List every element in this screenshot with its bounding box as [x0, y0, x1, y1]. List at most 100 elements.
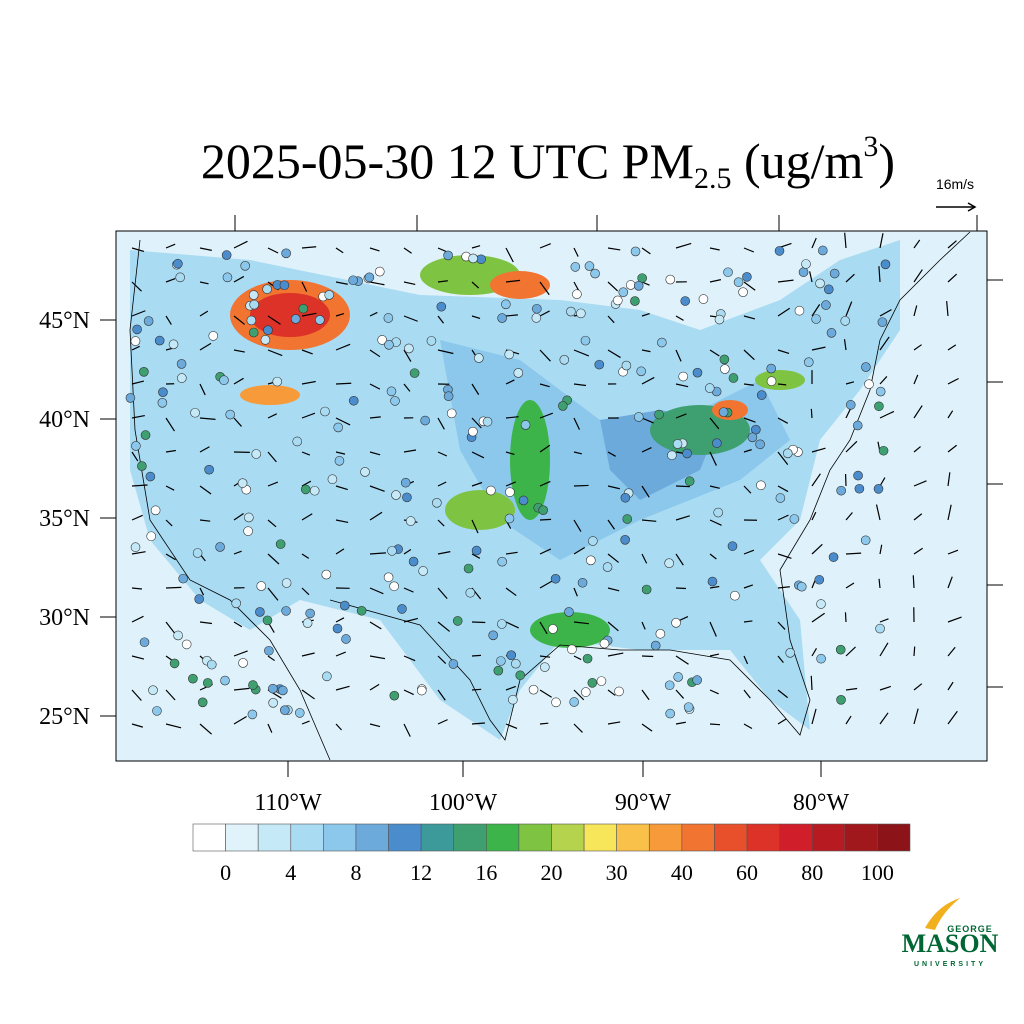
- monitor-site: [256, 581, 267, 591]
- wind-vector: [641, 553, 648, 564]
- monitor-site: [400, 477, 411, 488]
- monitor-site: [446, 408, 457, 419]
- monitor-site: [755, 439, 765, 450]
- wind-vector: [437, 315, 445, 324]
- wind-vector: [675, 349, 682, 362]
- monitor-site: [672, 439, 683, 449]
- colorbar-swatch: [681, 823, 715, 852]
- monitor-site: [139, 637, 150, 648]
- monitor-site: [263, 325, 273, 335]
- monitor-site: [756, 390, 767, 400]
- monitor-site: [878, 445, 889, 456]
- monitor-site: [268, 683, 278, 694]
- wind-vector: [233, 349, 245, 353]
- wind-vector: [369, 621, 382, 630]
- wind-vector: [607, 721, 621, 725]
- monitor-site: [630, 246, 641, 257]
- colorbar-swatch: [323, 823, 357, 852]
- wind-vector: [267, 315, 281, 325]
- wind-vector: [505, 314, 518, 317]
- wind-vector: [437, 587, 448, 599]
- wind-vector: [437, 417, 445, 430]
- wind-vector: [199, 446, 210, 453]
- wind-vector: [233, 512, 244, 521]
- wind-vector: [233, 715, 247, 725]
- wind-vector: [777, 514, 789, 521]
- wind-vector: [403, 617, 419, 623]
- wind-vector: [369, 655, 386, 660]
- monitor-site: [281, 248, 291, 259]
- wind-vector: [947, 410, 954, 419]
- monitor-site: [463, 563, 474, 574]
- colorbar-swatch: [746, 823, 780, 852]
- monitor-site: [465, 587, 476, 598]
- wind-vector: [471, 722, 485, 725]
- wind-vector: [505, 416, 519, 419]
- wind-vector: [267, 587, 279, 601]
- wind-vector: [675, 485, 690, 488]
- wind-vector: [675, 315, 684, 321]
- logo-flame: [925, 898, 960, 930]
- wind-vector: [641, 723, 653, 732]
- wind-vector: [811, 511, 817, 521]
- monitor-site: [875, 623, 885, 634]
- wind-vector: [131, 247, 145, 253]
- logo-bottom: UNIVERSITY: [914, 961, 986, 968]
- wind-vector: [913, 547, 923, 555]
- wind-vector: [539, 621, 548, 635]
- monitor-site: [322, 671, 332, 682]
- wind-vector: [641, 417, 654, 424]
- colorbar-swatch: [518, 823, 552, 852]
- wind-vector: [471, 315, 481, 319]
- lat-label: 25°N: [39, 704, 90, 730]
- wind-vector: [131, 414, 145, 419]
- monitor-site: [348, 395, 359, 406]
- monitor-site: [707, 576, 718, 587]
- wind-vector: [844, 232, 847, 249]
- monitor-site: [333, 422, 344, 433]
- wind-vector: [743, 723, 753, 730]
- monitor-site: [158, 387, 168, 397]
- wind-vector: [879, 336, 890, 351]
- monitor-site: [290, 314, 301, 324]
- monitor-site: [137, 461, 147, 471]
- wind-vector: [505, 481, 517, 487]
- wind-vector: [913, 683, 923, 691]
- wind-vector: [777, 621, 786, 630]
- wind-vector: [233, 650, 248, 657]
- wind-vector: [199, 723, 213, 735]
- monitor-site: [712, 438, 722, 448]
- monitor-site: [324, 290, 335, 300]
- wind-vector: [131, 551, 146, 555]
- wind-vector: [471, 481, 483, 487]
- colorbar-swatch: [779, 823, 813, 852]
- monitor-site: [692, 675, 702, 685]
- monitor-site: [281, 578, 292, 588]
- monitor-site: [139, 367, 149, 377]
- wind-vector: [335, 617, 345, 623]
- wind-vector: [335, 451, 346, 455]
- monitor-site: [334, 456, 345, 466]
- wind-vector: [403, 655, 416, 662]
- wind-vector: [947, 576, 953, 589]
- wind-vector: [947, 472, 951, 487]
- monitor-site: [402, 492, 412, 503]
- monitor-site: [742, 272, 752, 282]
- wind-vector: [607, 485, 620, 490]
- monitor-site: [766, 363, 776, 374]
- monitor-site: [853, 470, 863, 481]
- monitor-site: [531, 313, 542, 323]
- monitor-site: [798, 267, 809, 277]
- monitor-site: [540, 662, 550, 672]
- monitor-site: [835, 644, 846, 655]
- wind-vector: [199, 310, 209, 317]
- wind-vector: [505, 247, 514, 263]
- monitor-site: [818, 245, 828, 256]
- wind-vector: [267, 481, 279, 487]
- wind-vector: [437, 451, 448, 457]
- wind-vector: [845, 646, 856, 657]
- wind-vector: [709, 553, 717, 560]
- wind-vector: [233, 621, 243, 628]
- colorbar-swatch: [225, 823, 259, 852]
- map-frame: [115, 230, 988, 762]
